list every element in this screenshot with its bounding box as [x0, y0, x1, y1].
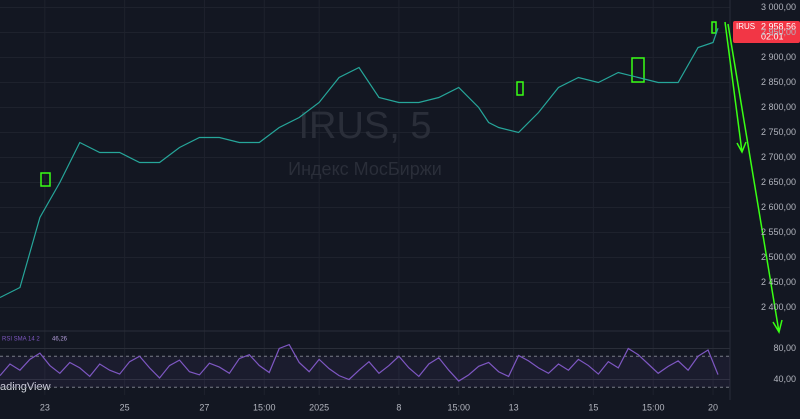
y-tick-label: 2 950,00 — [761, 27, 796, 37]
watermark-title: IRUS, 5 — [298, 105, 431, 147]
x-tick-label: 2025 — [309, 402, 329, 412]
x-tick-label: 20 — [708, 402, 718, 412]
y-tick-label: 2 450,00 — [761, 277, 796, 287]
y-tick-label: 2 700,00 — [761, 152, 796, 162]
arrow — [727, 23, 783, 334]
y-tick-label: 2 400,00 — [761, 302, 796, 312]
y-tick-label: 2 600,00 — [761, 202, 796, 212]
x-tick-label: 13 — [509, 402, 519, 412]
y-tick-label: 2 800,00 — [761, 102, 796, 112]
price-symbol: IRUS — [736, 22, 755, 31]
rsi-band — [0, 356, 730, 388]
x-tick-label: 15:00 — [642, 402, 665, 412]
highlight-box — [516, 81, 524, 96]
rsi-title: RSI SMA 14 2 — [2, 337, 40, 343]
y-tick-label: 2 550,00 — [761, 227, 796, 237]
y-tick-label: 2 650,00 — [761, 177, 796, 187]
y-tick-label: 3 000,00 — [761, 2, 796, 12]
price-value: 2 958,56 — [761, 21, 796, 31]
highlight-box — [631, 57, 645, 83]
x-tick-label: 8 — [396, 402, 401, 412]
highlight-box — [711, 21, 717, 34]
x-tick-label: 15:00 — [253, 402, 276, 412]
y-tick-label: 2 900,00 — [761, 52, 796, 62]
x-tick-label: 15 — [588, 402, 598, 412]
y-tick-label: 2 750,00 — [761, 127, 796, 137]
highlight-box — [40, 172, 51, 187]
series-line — [0, 28, 719, 299]
rsi-value: 46,26 — [52, 337, 68, 343]
x-tick-label: 15:00 — [447, 402, 470, 412]
x-tick-label: 23 — [40, 402, 50, 412]
price-countdown: 02:01 — [761, 31, 784, 41]
x-tick-label: 25 — [120, 402, 130, 412]
y-tick-label: 80,00 — [773, 343, 796, 353]
y-tick-label: 40,00 — [773, 374, 796, 384]
y-tick-label: 2 500,00 — [761, 252, 796, 262]
annotations — [40, 21, 783, 334]
price-tag — [733, 21, 800, 43]
arrow — [724, 21, 747, 154]
series-line — [0, 343, 719, 382]
y-tick-label: 2 850,00 — [761, 77, 796, 87]
watermark-subtitle: Индекс МосБиржи — [288, 159, 442, 179]
x-tick-label: 27 — [199, 402, 209, 412]
